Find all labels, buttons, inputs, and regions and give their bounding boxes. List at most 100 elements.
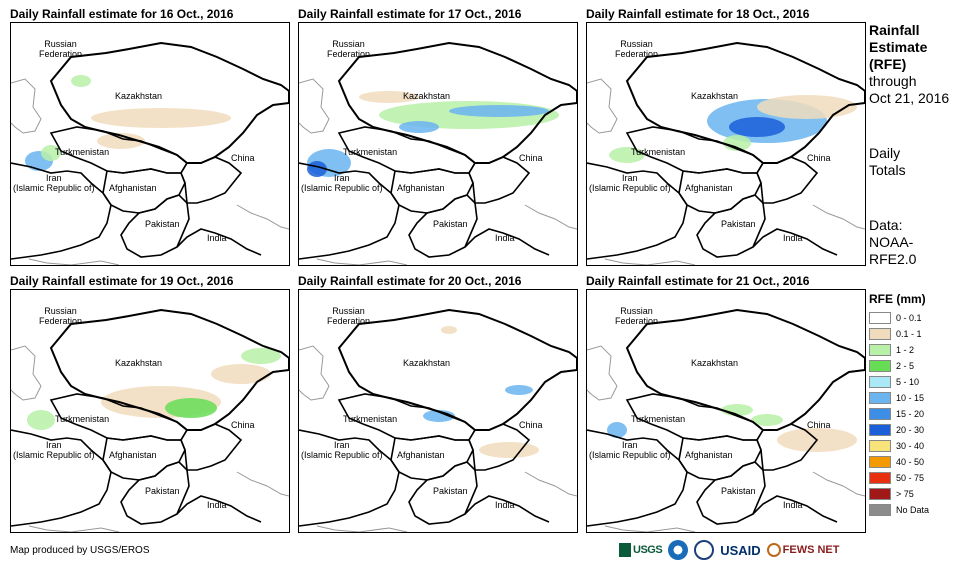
country-label-russia: Russian Federation <box>615 39 659 59</box>
country-border <box>696 194 766 258</box>
rainfall-map: Russian Federation Kazakhstan Turkmenistan I… <box>586 289 866 533</box>
rainfall-map: Russian Federation Kazakhstan Turkmenistan I… <box>586 22 866 266</box>
legend-label: No Data <box>896 505 930 515</box>
country-label-china: China <box>807 153 831 163</box>
country-label-turkmenistan: Turkmenistan <box>631 414 686 424</box>
legend-rows: 0 - 0.1 0.1 - 1 1 - 2 2 - 5 5 - 10 10 - 15 15 … <box>869 310 961 518</box>
rain-area <box>399 121 439 133</box>
rain-area <box>729 117 785 137</box>
legend-item: 2 - 5 <box>869 358 961 374</box>
side-source2: RFE2.0 <box>869 251 917 267</box>
country-border <box>11 162 112 260</box>
region-outline <box>49 41 289 164</box>
map-credit: Map produced by USGS/EROS <box>10 545 150 556</box>
country-label-india: India <box>207 233 227 243</box>
legend-swatch <box>869 360 891 372</box>
country-label-pakistan: Pakistan <box>145 219 180 229</box>
country-label-iran: Iran (Islamic Republic of) <box>301 440 383 460</box>
partner-logos: USGS USAID FEWS NET <box>619 538 839 562</box>
coastline <box>11 78 42 134</box>
rain-area <box>241 348 281 364</box>
side-daily-totals: Daily Totals <box>869 145 906 179</box>
rain-area <box>505 385 533 395</box>
country-label-pakistan: Pakistan <box>721 486 756 496</box>
country-border <box>752 228 838 256</box>
map-panel-title: Daily Rainfall estimate for 19 Oct., 201… <box>10 274 234 288</box>
coastline <box>316 525 408 532</box>
coastline <box>812 204 865 230</box>
legend-item: 0 - 0.1 <box>869 310 961 326</box>
legend-label: 10 - 15 <box>896 393 925 403</box>
rain-area <box>97 133 145 149</box>
coastline <box>587 345 618 401</box>
rain-area <box>751 414 783 426</box>
country-label-china: China <box>807 420 831 430</box>
country-border <box>408 194 478 258</box>
country-label-kazakhstan: Kazakhstan <box>403 91 451 101</box>
fews-net-logo: FEWS NET <box>766 543 840 557</box>
map-panel-title: Daily Rainfall estimate for 17 Oct., 201… <box>298 7 522 21</box>
country-label-turkmenistan: Turkmenistan <box>343 414 398 424</box>
map-panel-title: Daily Rainfall estimate for 18 Oct., 201… <box>586 7 810 21</box>
legend-item: 20 - 30 <box>869 422 961 438</box>
country-border <box>299 162 400 260</box>
country-label-china: China <box>519 153 543 163</box>
legend-swatch <box>869 328 891 340</box>
legend-label: 50 - 75 <box>896 473 925 483</box>
rainfall-map: Russian Federation Kazakhstan Turkmenistan I… <box>298 289 578 533</box>
side-through-date: Oct 21, 2016 <box>869 90 950 106</box>
legend-label: 5 - 10 <box>896 377 920 387</box>
side-source1: NOAA- <box>869 234 914 250</box>
country-label-pakistan: Pakistan <box>721 219 756 229</box>
country-border <box>756 156 819 204</box>
legend-item: > 75 <box>869 486 961 502</box>
country-label-turkmenistan: Turkmenistan <box>55 147 110 157</box>
rain-area <box>609 147 645 163</box>
rain-area <box>165 398 217 418</box>
country-border <box>464 228 550 256</box>
rain-area <box>359 91 419 103</box>
coastline <box>11 345 42 401</box>
country-label-iran: Iran (Islamic Republic of) <box>589 173 671 193</box>
usaid-seal <box>694 540 715 560</box>
map-panel: Daily Rainfall estimate for 16 Oct., 201… <box>10 7 290 266</box>
map-panel-title: Daily Rainfall estimate for 21 Oct., 201… <box>586 274 810 288</box>
country-border <box>468 423 531 471</box>
coastline <box>604 258 696 265</box>
rain-area <box>91 108 231 128</box>
legend-swatch <box>869 408 891 420</box>
country-label-afghanistan: Afghanistan <box>109 183 157 193</box>
legend-item: 30 - 40 <box>869 438 961 454</box>
legend-swatch <box>869 440 891 452</box>
rain-area <box>41 145 61 161</box>
map-svg <box>299 308 577 532</box>
rain-area <box>27 410 55 430</box>
rain-area <box>441 326 457 334</box>
country-label-pakistan: Pakistan <box>433 219 468 229</box>
legend-item: 1 - 2 <box>869 342 961 358</box>
legend-item: 15 - 20 <box>869 406 961 422</box>
country-border <box>120 194 190 258</box>
fews-net-logo-text: FEWS NET <box>782 544 840 556</box>
usaid-logo-text: USAID <box>720 542 761 558</box>
country-border <box>299 429 400 527</box>
side-title-line1: Rainfall <box>869 22 920 38</box>
country-label-india: India <box>207 500 227 510</box>
country-label-afghanistan: Afghanistan <box>685 450 733 460</box>
country-label-india: India <box>783 500 803 510</box>
country-label-russia: Russian Federation <box>39 39 83 59</box>
legend-swatch <box>869 504 891 516</box>
legend-item: No Data <box>869 502 961 518</box>
coastline <box>524 204 577 230</box>
country-border <box>696 461 766 525</box>
rain-area <box>211 364 271 384</box>
legend-item: 5 - 10 <box>869 374 961 390</box>
country-label-russia: Russian Federation <box>39 306 83 326</box>
region-outline <box>337 308 577 431</box>
map-panel: Daily Rainfall estimate for 18 Oct., 201… <box>586 7 866 266</box>
country-label-iran: Iran (Islamic Republic of) <box>13 440 95 460</box>
country-label-china: China <box>231 420 255 430</box>
legend-title: RFE (mm) <box>869 292 926 306</box>
legend-swatch <box>869 424 891 436</box>
legend-label: 0.1 - 1 <box>896 329 922 339</box>
